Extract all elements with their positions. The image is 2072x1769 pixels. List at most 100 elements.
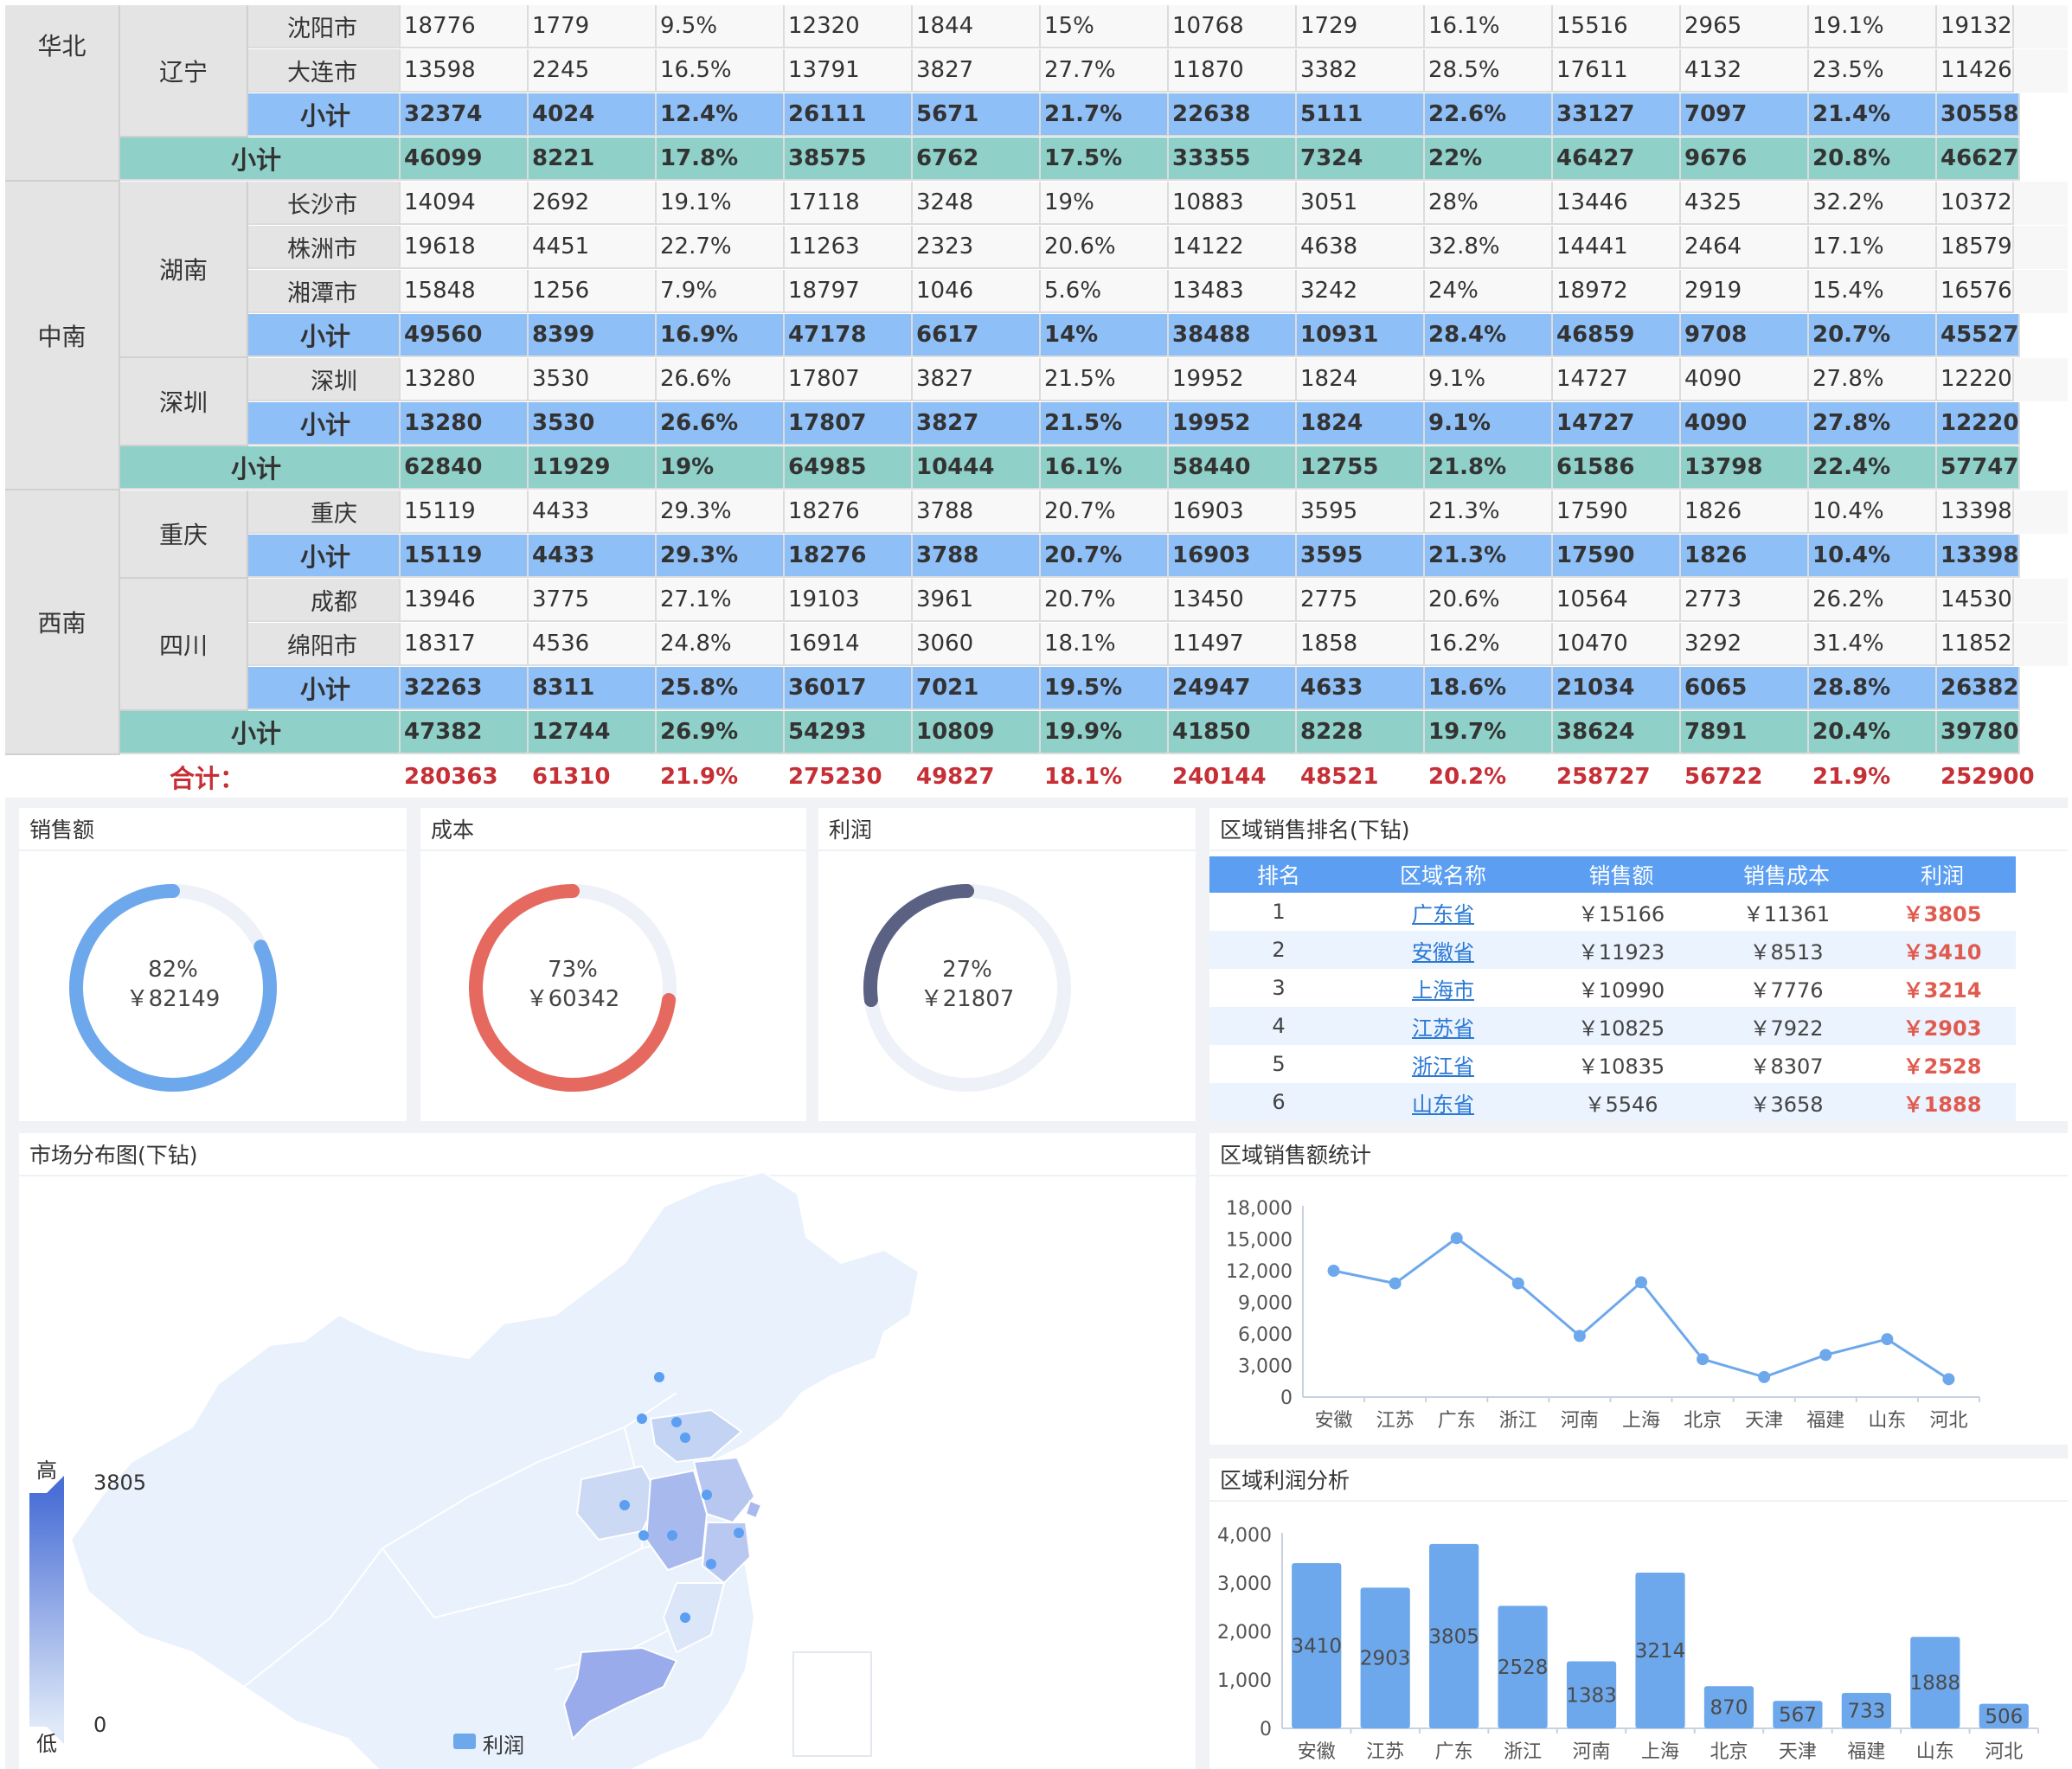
profit-bar[interactable] — [1292, 1563, 1342, 1728]
line-point[interactable] — [1573, 1330, 1586, 1343]
table-cell: 21034 — [1553, 667, 1681, 710]
x-tick-label: 河南 — [1561, 1410, 1599, 1432]
profit-bar[interactable] — [1979, 1703, 2029, 1728]
region-link[interactable]: 安徽省 — [1412, 939, 1474, 965]
table-cell: 6065 — [1681, 667, 1809, 710]
x-tick-label: 上海 — [1641, 1741, 1679, 1763]
subtotal-label: 小计 — [248, 402, 401, 445]
table-cell: 5111 — [1297, 93, 1425, 137]
table-cell: 19952 — [1169, 358, 1297, 401]
y-tick-label: 2,000 — [1217, 1622, 1272, 1644]
profit-bar[interactable] — [1566, 1661, 1617, 1728]
ranking-row: 1 广东省 ￥15166 ￥11361 ￥3805 — [1209, 893, 2016, 931]
table-cell: 17590 — [1553, 490, 1681, 534]
profit-bar[interactable] — [1703, 1686, 1754, 1728]
x-tick-label: 山东 — [1868, 1410, 1906, 1432]
region-link[interactable]: 山东省 — [1412, 1092, 1474, 1117]
header-cost[interactable]: 销售成本 — [1742, 863, 1830, 888]
table-cell: 28.5% — [1425, 49, 1553, 93]
table-cell: 10.4% — [1809, 535, 1937, 578]
profit-bar[interactable] — [1910, 1637, 1960, 1728]
region-link[interactable]: 浙江省 — [1412, 1054, 1474, 1079]
cost-cell: ￥11361 — [1742, 901, 1831, 926]
china-map[interactable] — [19, 1133, 1196, 1769]
profit-bar[interactable] — [1360, 1587, 1410, 1728]
line-point[interactable] — [1697, 1353, 1710, 1366]
bar-value-label: 567 — [1779, 1704, 1817, 1727]
line-point[interactable] — [1635, 1276, 1647, 1289]
table-cell: 5.6% — [1041, 270, 1169, 313]
table-cell: 1826 — [1681, 490, 1809, 534]
profit-bar[interactable] — [1635, 1573, 1685, 1728]
bar-value-label: 3214 — [1635, 1640, 1686, 1663]
table-cell: 280363 — [401, 755, 529, 798]
region-link[interactable]: 上海市 — [1412, 977, 1474, 1003]
line-point[interactable] — [1389, 1277, 1402, 1290]
header-region[interactable]: 区域名称 — [1399, 863, 1486, 888]
table-cell: 20.7% — [1809, 314, 1937, 357]
province-cell: 湖南 — [120, 182, 248, 358]
profit-bar[interactable] — [1429, 1543, 1479, 1728]
table-cell: 36017 — [785, 667, 913, 710]
table-cell: 32.2% — [1809, 182, 1937, 225]
table-cell: 16.1% — [1041, 446, 1169, 490]
sales-line-chart: 0 3,000 6,000 9,000 12,000 15,000 18,000 安徽 江苏 广东… — [1226, 1198, 1980, 1432]
table-cell: 4090 — [1681, 358, 1809, 401]
city-label: 株洲市 — [248, 226, 401, 269]
table-cell: 21.5% — [1041, 402, 1169, 445]
subtotal-row: 小计 32374 4024 12.4% 26111 5671 21.7% 22638 5111 2… — [5, 93, 2068, 137]
table-cell: 46427 — [1553, 138, 1681, 181]
line-point[interactable] — [1942, 1373, 1955, 1386]
line-point[interactable] — [1819, 1349, 1832, 1362]
region-link[interactable]: 广东省 — [1412, 901, 1474, 926]
table-cell: 14530 — [1937, 579, 2014, 622]
kpi-panel-cost: 成本 73% ￥60342 — [420, 808, 806, 1121]
line-point[interactable] — [1881, 1333, 1894, 1346]
table-cell: 10444 — [913, 446, 1041, 490]
profit-bar[interactable] — [1773, 1701, 1823, 1728]
sales-cell: ￥11923 — [1577, 939, 1665, 965]
table-cell: 26.2% — [1809, 579, 1937, 622]
map-point-henan — [619, 1500, 630, 1510]
subtotal-row: 小计 15119 4433 29.3% 18276 3788 20.7% 16903 3595 2… — [5, 535, 2068, 578]
table-cell: 4024 — [529, 93, 657, 137]
table-cell: 26.6% — [657, 402, 785, 445]
map-point-shandong — [680, 1433, 690, 1443]
table-cell: 13791 — [785, 49, 913, 93]
table-cell: 19.9% — [1041, 711, 1169, 754]
table-cell: 22.7% — [657, 226, 785, 269]
table-cell: 17807 — [785, 402, 913, 445]
profit-bar[interactable] — [1498, 1606, 1548, 1728]
line-point[interactable] — [1758, 1370, 1771, 1383]
bar-value-label: 2903 — [1360, 1648, 1411, 1670]
table-cell: 18776 — [401, 5, 529, 48]
table-cell: 2965 — [1681, 5, 1809, 48]
header-profit[interactable]: 利润 — [1920, 863, 1964, 888]
profit-bar[interactable] — [1841, 1692, 1891, 1728]
x-tick-label: 天津 — [1745, 1410, 1783, 1432]
line-point[interactable] — [1327, 1265, 1340, 1277]
header-rank[interactable]: 排名 — [1256, 863, 1300, 888]
region-link[interactable]: 江苏省 — [1412, 1016, 1474, 1041]
cost-cell: ￥8307 — [1749, 1054, 1824, 1079]
x-tick-label: 河北 — [1929, 1410, 1967, 1432]
map-series-legend-label[interactable]: 利润 — [483, 1734, 524, 1758]
table-cell: 20.7% — [1041, 535, 1169, 578]
table-cell: 12744 — [529, 711, 657, 754]
table-cell: 3248 — [913, 182, 1041, 225]
table-cell: 46627 — [1937, 138, 2021, 181]
ranking-body: 1 广东省 ￥15166 ￥11361 ￥3805 2 安徽省 ￥11923 ￥8513 ￥341… — [1209, 893, 2016, 1121]
line-point[interactable] — [1511, 1277, 1524, 1290]
map-point-shanghai — [734, 1528, 744, 1538]
y-tick-label: 3,000 — [1238, 1356, 1293, 1378]
header-sales[interactable]: 销售额 — [1588, 863, 1654, 888]
table-cell: 3382 — [1297, 49, 1425, 93]
table-cell: 1824 — [1297, 402, 1425, 445]
map-province-fujian — [662, 1582, 726, 1654]
table-cell: 15.4% — [1809, 270, 1937, 313]
table-cell: 4638 — [1297, 226, 1425, 269]
ranking-row: 4 江苏省 ￥10825 ￥7922 ￥2903 — [1209, 1007, 2016, 1045]
line-point[interactable] — [1450, 1232, 1463, 1245]
table-cell: 10.4% — [1809, 490, 1937, 534]
x-tick-label: 北京 — [1684, 1410, 1722, 1432]
